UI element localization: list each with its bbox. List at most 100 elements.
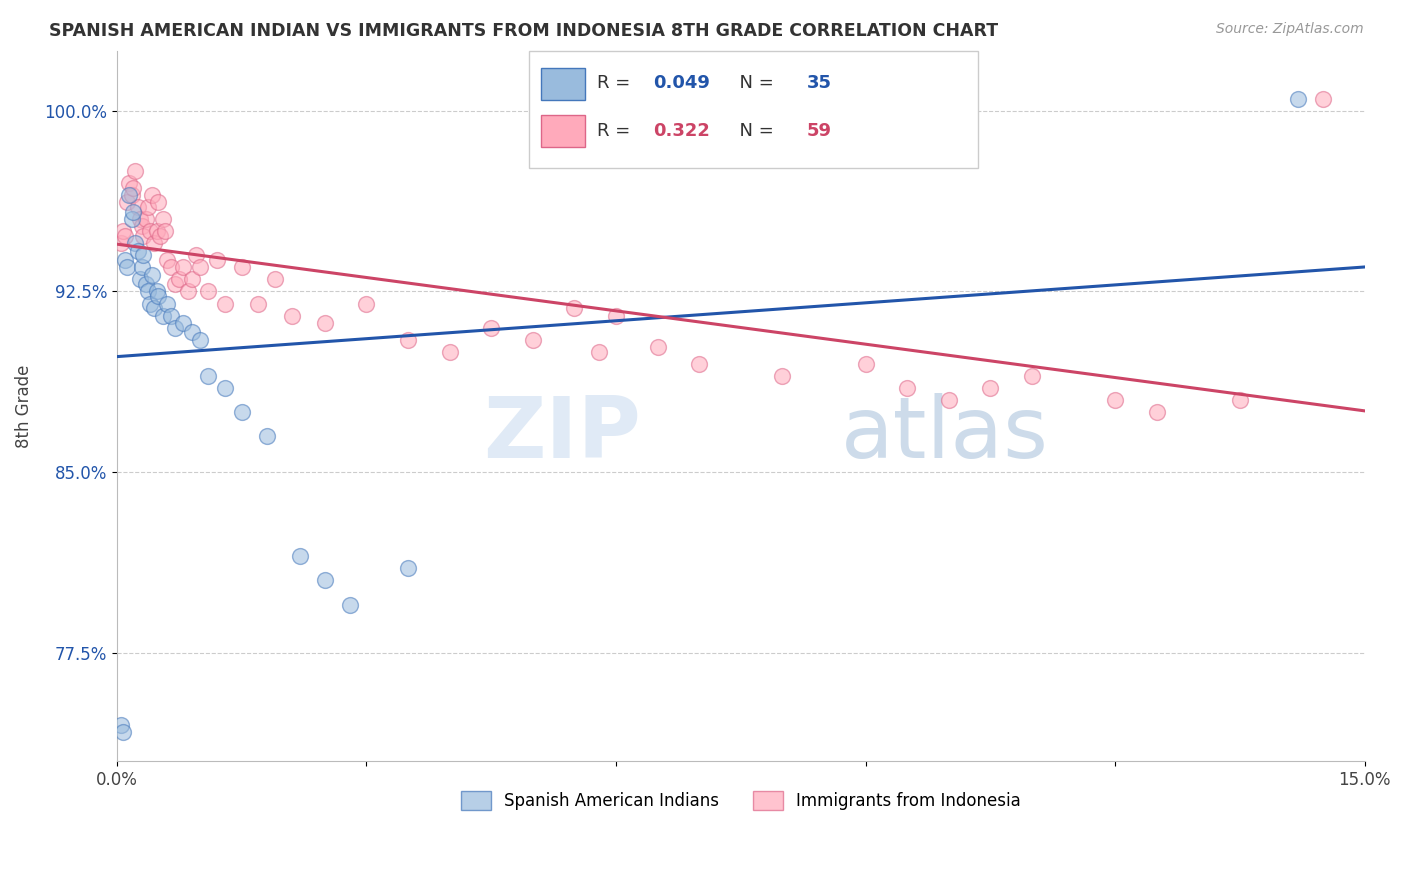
Point bbox=[396, 333, 419, 347]
Point bbox=[124, 236, 146, 251]
Point bbox=[1021, 368, 1043, 383]
Point bbox=[160, 309, 183, 323]
Point bbox=[148, 195, 170, 210]
Legend: Spanish American Indians, Immigrants from Indonesia: Spanish American Indians, Immigrants fro… bbox=[454, 784, 1028, 817]
Point bbox=[1286, 92, 1309, 106]
Point bbox=[647, 340, 669, 354]
FancyBboxPatch shape bbox=[541, 114, 585, 146]
Point bbox=[172, 316, 194, 330]
Point bbox=[1146, 405, 1168, 419]
Point bbox=[110, 718, 132, 732]
Point bbox=[314, 574, 336, 588]
Point bbox=[522, 333, 544, 347]
Point bbox=[214, 381, 236, 395]
Point bbox=[138, 200, 160, 214]
Point bbox=[139, 224, 162, 238]
Text: 35: 35 bbox=[807, 74, 832, 92]
Text: R =: R = bbox=[598, 74, 637, 92]
Point bbox=[256, 429, 278, 443]
Point bbox=[197, 368, 219, 383]
Point bbox=[156, 253, 179, 268]
Point bbox=[172, 260, 194, 275]
Point bbox=[138, 285, 160, 299]
Point bbox=[152, 309, 174, 323]
Point bbox=[165, 277, 187, 292]
Point bbox=[188, 260, 211, 275]
Point bbox=[127, 200, 149, 214]
Point bbox=[180, 272, 202, 286]
Point bbox=[184, 248, 207, 262]
Point bbox=[143, 301, 166, 316]
Point bbox=[339, 598, 361, 612]
Point bbox=[121, 212, 143, 227]
Point bbox=[165, 320, 187, 334]
Point bbox=[188, 333, 211, 347]
Point bbox=[148, 289, 170, 303]
Text: Source: ZipAtlas.com: Source: ZipAtlas.com bbox=[1216, 22, 1364, 37]
Text: R =: R = bbox=[598, 121, 637, 140]
FancyBboxPatch shape bbox=[541, 69, 585, 101]
Point bbox=[118, 188, 141, 202]
Point bbox=[1312, 92, 1334, 106]
Point bbox=[896, 381, 918, 395]
Point bbox=[356, 296, 378, 310]
Point bbox=[855, 357, 877, 371]
Point bbox=[145, 285, 167, 299]
Point bbox=[114, 229, 136, 244]
Point bbox=[160, 260, 183, 275]
Point bbox=[132, 248, 155, 262]
Point bbox=[770, 368, 793, 383]
Point bbox=[314, 316, 336, 330]
Point bbox=[167, 272, 190, 286]
Point bbox=[231, 405, 253, 419]
Text: 59: 59 bbox=[807, 121, 832, 140]
Point bbox=[1229, 392, 1251, 407]
Point bbox=[135, 212, 157, 227]
Point bbox=[588, 344, 610, 359]
Point bbox=[131, 260, 153, 275]
Point bbox=[129, 272, 152, 286]
Point bbox=[139, 296, 162, 310]
Text: SPANISH AMERICAN INDIAN VS IMMIGRANTS FROM INDONESIA 8TH GRADE CORRELATION CHART: SPANISH AMERICAN INDIAN VS IMMIGRANTS FR… bbox=[49, 22, 998, 40]
Point bbox=[149, 229, 172, 244]
Point bbox=[129, 212, 152, 227]
Point bbox=[247, 296, 270, 310]
Point bbox=[479, 320, 502, 334]
Point bbox=[122, 205, 145, 219]
Point bbox=[197, 285, 219, 299]
Point bbox=[205, 253, 228, 268]
Text: 0.322: 0.322 bbox=[654, 121, 710, 140]
Point bbox=[605, 309, 627, 323]
Point bbox=[156, 296, 179, 310]
Point bbox=[143, 236, 166, 251]
Point bbox=[124, 164, 146, 178]
Point bbox=[135, 277, 157, 292]
Point bbox=[152, 212, 174, 227]
Point bbox=[439, 344, 461, 359]
Point bbox=[112, 725, 135, 739]
Point bbox=[122, 181, 145, 195]
Point bbox=[121, 188, 143, 202]
Text: ZIP: ZIP bbox=[484, 392, 641, 475]
Point bbox=[176, 285, 198, 299]
Point bbox=[288, 549, 311, 564]
Point bbox=[110, 236, 132, 251]
Text: atlas: atlas bbox=[841, 392, 1049, 475]
Point bbox=[979, 381, 1001, 395]
Text: N =: N = bbox=[728, 74, 780, 92]
Point bbox=[118, 176, 141, 190]
Text: 0.049: 0.049 bbox=[654, 74, 710, 92]
Point bbox=[153, 224, 176, 238]
Point bbox=[938, 392, 960, 407]
Point bbox=[1104, 392, 1126, 407]
Point bbox=[115, 260, 138, 275]
Point bbox=[141, 188, 163, 202]
Point bbox=[564, 301, 586, 316]
Point bbox=[180, 326, 202, 340]
Point bbox=[112, 224, 135, 238]
Point bbox=[141, 268, 163, 282]
Point bbox=[131, 219, 153, 234]
Point bbox=[214, 296, 236, 310]
Point bbox=[145, 224, 167, 238]
Point bbox=[115, 195, 138, 210]
